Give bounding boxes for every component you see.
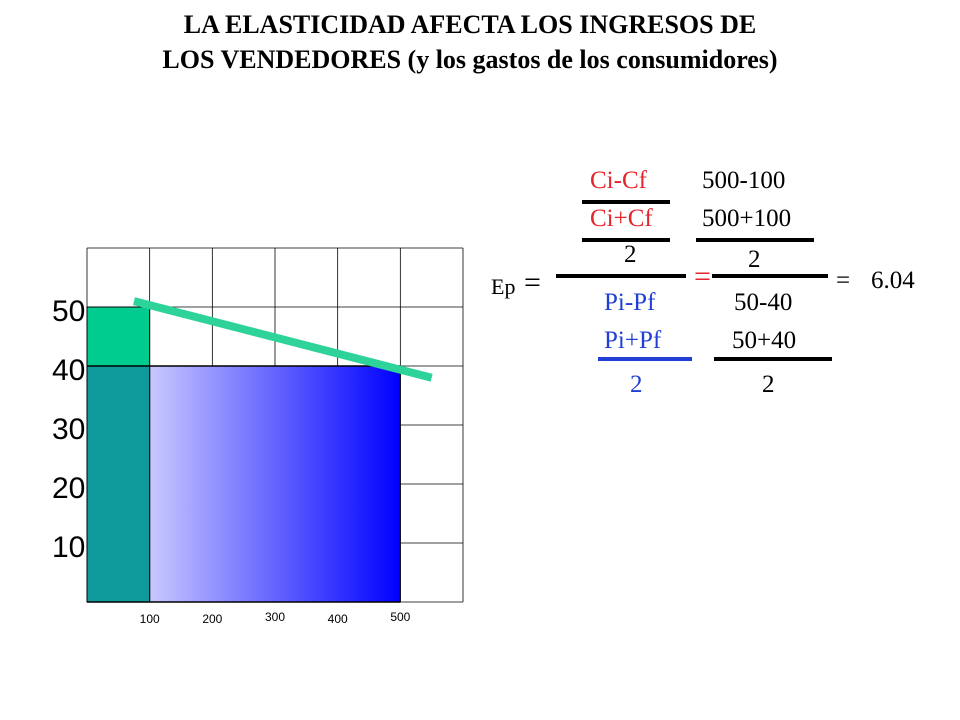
sym-top-denominator: Ci+Cf: [590, 205, 653, 232]
revenue-areas: [86, 306, 401, 603]
num-bottom-divisor: 2: [762, 371, 775, 398]
y-tick-label: 20: [52, 472, 85, 505]
demand-line: [133, 297, 433, 382]
middle-equals: =: [694, 260, 711, 293]
sym-top-numerator: Ci-Cf: [590, 167, 647, 194]
num-bottom-denominator: 50+40: [732, 327, 797, 354]
y-tick-label: 10: [52, 531, 85, 564]
x-tick-label: 200: [202, 612, 222, 626]
sym-bottom-outer-bar: [598, 357, 692, 361]
result-value: 6.04: [871, 267, 915, 294]
demand-line-layer: [133, 297, 433, 382]
num-top-denominator: 500+100: [702, 205, 792, 232]
sym-bottom-numerator: Pi-Pf: [604, 289, 656, 316]
num-bottom-outer-bar: [714, 357, 832, 361]
title-line-2: LOS VENDEDORES (y los gastos de los cons…: [162, 45, 778, 74]
revenue-area-lost: [86, 306, 151, 367]
sym-top-divisor: 2: [624, 241, 637, 268]
revenue-area-gained: [149, 365, 401, 603]
sym-bottom-denominator: Pi+Pf: [604, 327, 662, 354]
sym-top-inner-bar: [582, 200, 670, 204]
x-tick-label: 500: [390, 610, 410, 624]
sym-main-bar: [556, 274, 686, 278]
num-top-outer-bar: [696, 238, 814, 242]
x-tick-label: 100: [140, 612, 160, 626]
ep-label: Ep: [491, 274, 516, 299]
y-tick-label: 40: [52, 354, 85, 387]
num-main-bar: [712, 274, 828, 278]
x-tick-labels: 100 200 300 400 500: [140, 610, 411, 626]
final-equals: =: [836, 267, 851, 294]
sym-top-outer-bar: [582, 238, 670, 242]
sym-bottom-divisor: 2: [630, 371, 643, 398]
x-tick-label: 400: [328, 612, 348, 626]
y-tick-label: 50: [52, 295, 85, 328]
num-bottom-numerator: 50-40: [734, 289, 793, 316]
num-top-divisor: 2: [748, 246, 761, 273]
num-top-numerator: 500-100: [702, 167, 786, 194]
ep-equals: =: [524, 266, 541, 299]
y-tick-label: 30: [52, 413, 85, 446]
x-tick-label: 300: [265, 610, 285, 624]
y-tick-labels: 10 20 30 40 50: [52, 295, 85, 564]
title-line-1: LA ELASTICIDAD AFECTA LOS INGRESOS DE: [183, 10, 757, 39]
revenue-area-kept: [86, 365, 151, 603]
